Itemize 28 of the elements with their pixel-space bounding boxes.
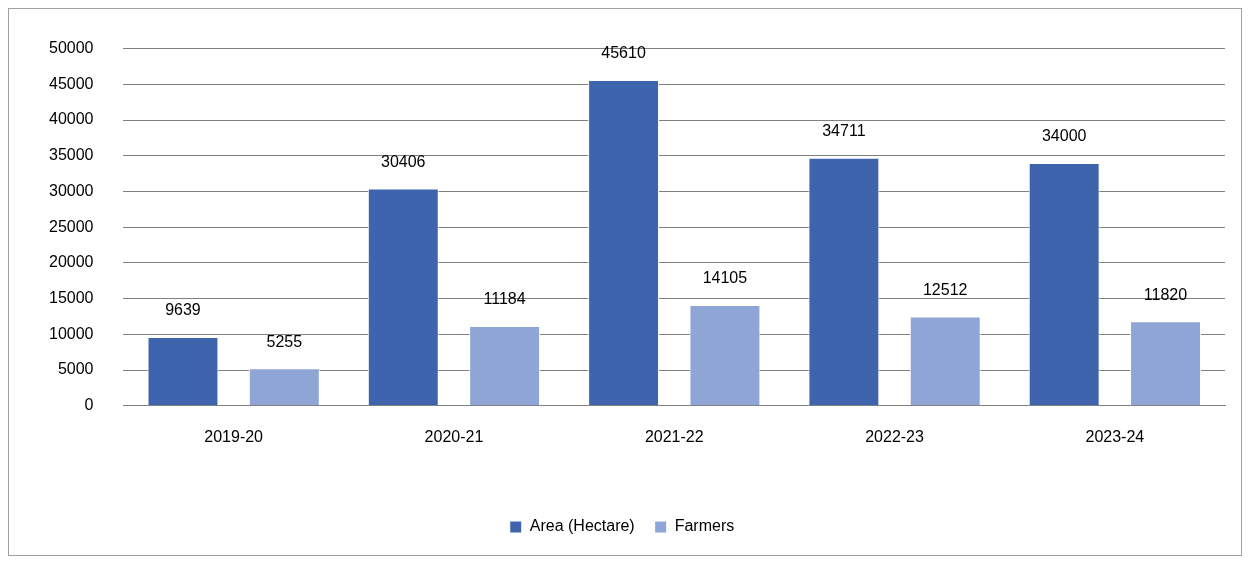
data-label: 30406: [381, 152, 426, 170]
x-tick-label: 2023-24: [1085, 427, 1145, 445]
data-label: 14105: [702, 269, 748, 287]
y-tick-label: 50000: [48, 39, 94, 57]
y-tick-label: 10000: [48, 324, 94, 342]
y-tick-label: 15000: [48, 289, 94, 307]
legend-label: Farmers: [674, 517, 735, 535]
legend-label: Area (Hectare): [529, 517, 635, 535]
y-tick-label: 25000: [48, 217, 94, 235]
y-tick-label: 20000: [48, 253, 94, 271]
data-label: 11820: [1143, 285, 1188, 303]
data-label: 9639: [165, 301, 201, 319]
y-tick-label: 30000: [48, 181, 94, 199]
x-tick-label: 2020-21: [424, 427, 484, 445]
data-label: 5255: [266, 332, 303, 350]
x-tick-label: 2022-23: [865, 427, 925, 445]
x-tick-label: 2021-22: [644, 427, 704, 445]
y-tick-label: 35000: [48, 146, 94, 164]
data-label: 34711: [822, 122, 866, 140]
data-label: 12512: [922, 280, 968, 298]
y-tick-label: 40000: [48, 110, 94, 128]
y-tick-label: 45000: [48, 74, 94, 92]
data-label: 34000: [1041, 127, 1087, 145]
x-tick-label: 2019-20: [204, 427, 264, 445]
y-tick-label: 0: [84, 396, 94, 414]
data-label: 45610: [601, 44, 646, 62]
data-label: 11184: [483, 290, 526, 308]
y-tick-label: 5000: [57, 360, 94, 378]
